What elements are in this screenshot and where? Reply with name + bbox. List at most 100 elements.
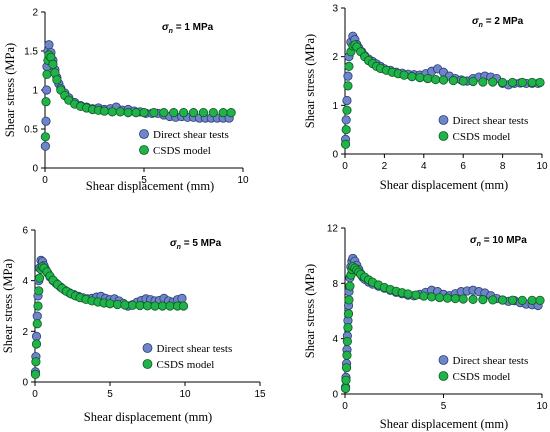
data-point [458, 76, 468, 86]
data-point [33, 301, 43, 311]
y-axis-label: Shear stress (MPa) [1, 259, 15, 353]
data-point [178, 301, 189, 311]
x-tick-label: 2 [382, 161, 388, 172]
series-csds-model [40, 50, 236, 142]
legend-label: CSDS model [157, 359, 215, 371]
x-axis-label: Shear displacement (mm) [380, 178, 508, 192]
data-point [342, 350, 352, 360]
y-tick-label: 0 [32, 164, 38, 175]
y-tick-label: 12 [327, 224, 339, 235]
data-point [427, 292, 437, 302]
data-point [344, 61, 354, 72]
title-subscript: n [177, 244, 181, 251]
x-tick-label: 10 [237, 175, 249, 186]
chart-panel-1: 0 5 10 0 0.5 1 1.5 2 Shear displacement (mm) Shea… [3, 8, 249, 194]
data-point [468, 294, 478, 304]
title-value: = 2 MPa [483, 16, 524, 27]
data-point [226, 108, 236, 118]
data-point [30, 369, 41, 379]
data-point [468, 76, 478, 87]
data-point [41, 97, 51, 107]
y-tick-label: 1.5 [24, 47, 38, 58]
data-point [32, 319, 42, 329]
legend-marker [139, 129, 149, 139]
title-sigma: σ [470, 235, 477, 246]
data-point [341, 375, 351, 385]
data-point [123, 108, 133, 118]
data-point [198, 108, 208, 118]
legend-marker [438, 131, 449, 141]
data-point [343, 309, 354, 319]
data-point [41, 85, 52, 95]
data-point [40, 141, 50, 151]
data-point [399, 70, 409, 80]
chart-title: σn = 2 MPa [472, 16, 524, 29]
data-point [507, 295, 518, 305]
data-point [188, 108, 199, 118]
title-sigma: σ [170, 238, 177, 249]
data-point [179, 108, 189, 118]
legend-marker [438, 115, 449, 125]
y-tick-label: 1 [332, 101, 338, 112]
legend-marker [142, 359, 153, 369]
data-point [31, 357, 41, 367]
data-point [478, 295, 488, 305]
x-tick-label: 10 [536, 161, 548, 172]
data-point [177, 293, 187, 303]
chart-panel-4: 0 5 10 0 4 8 12 Shear displacement (mm) Shear st… [303, 224, 548, 432]
data-point [341, 363, 352, 373]
data-point [442, 293, 453, 303]
title-subscript: n [169, 28, 173, 35]
legend-label: Direct shear tests [453, 115, 529, 127]
data-point [31, 331, 42, 341]
x-tick-label: 10 [536, 401, 548, 412]
y-tick-label: 0 [332, 390, 338, 401]
x-tick-label: 5 [141, 175, 147, 186]
y-tick-label: 4 [22, 276, 28, 287]
legend-marker [139, 145, 149, 155]
data-point [527, 77, 537, 88]
legend-marker [438, 355, 449, 365]
data-point [42, 69, 52, 80]
y-tick-label: 2 [332, 52, 338, 63]
x-tick-label: 0 [342, 401, 348, 412]
data-point [342, 95, 352, 106]
legend-label: CSDS model [453, 131, 511, 143]
data-point [342, 105, 352, 115]
data-point [517, 295, 527, 305]
legend-label: Direct shear tests [153, 129, 229, 141]
data-point [48, 59, 58, 69]
data-point [535, 295, 545, 305]
data-point [478, 77, 488, 87]
series-csds-model [340, 40, 545, 149]
chart-title: σn = 1 MPa [162, 22, 214, 35]
data-point [105, 299, 115, 309]
x-tick-label: 0 [32, 389, 38, 400]
data-point [343, 71, 353, 81]
x-tick-label: 15 [254, 389, 266, 400]
x-tick-label: 6 [460, 161, 466, 172]
data-point [139, 108, 149, 118]
data-point [411, 290, 421, 300]
y-tick-label: 2 [22, 327, 28, 338]
legend-marker [438, 371, 449, 381]
data-point [497, 77, 508, 88]
data-point [438, 75, 449, 85]
data-point [527, 295, 537, 305]
y-tick-label: 4 [332, 334, 338, 345]
legend-label: Direct shear tests [157, 343, 233, 355]
legend-label: Direct shear tests [453, 355, 529, 367]
y-tick-label: 3 [332, 4, 338, 15]
y-axis-label: Shear stress (MPa) [303, 34, 317, 128]
legend-label: CSDS model [453, 371, 511, 383]
data-point [115, 107, 125, 117]
data-point [403, 289, 413, 299]
data-point [40, 132, 50, 142]
data-point [458, 294, 468, 304]
data-point [99, 106, 110, 116]
data-point [34, 286, 44, 296]
data-point [342, 336, 352, 347]
series-csds-model [30, 262, 189, 379]
y-tick-label: 6 [22, 226, 28, 237]
data-point [343, 81, 353, 91]
